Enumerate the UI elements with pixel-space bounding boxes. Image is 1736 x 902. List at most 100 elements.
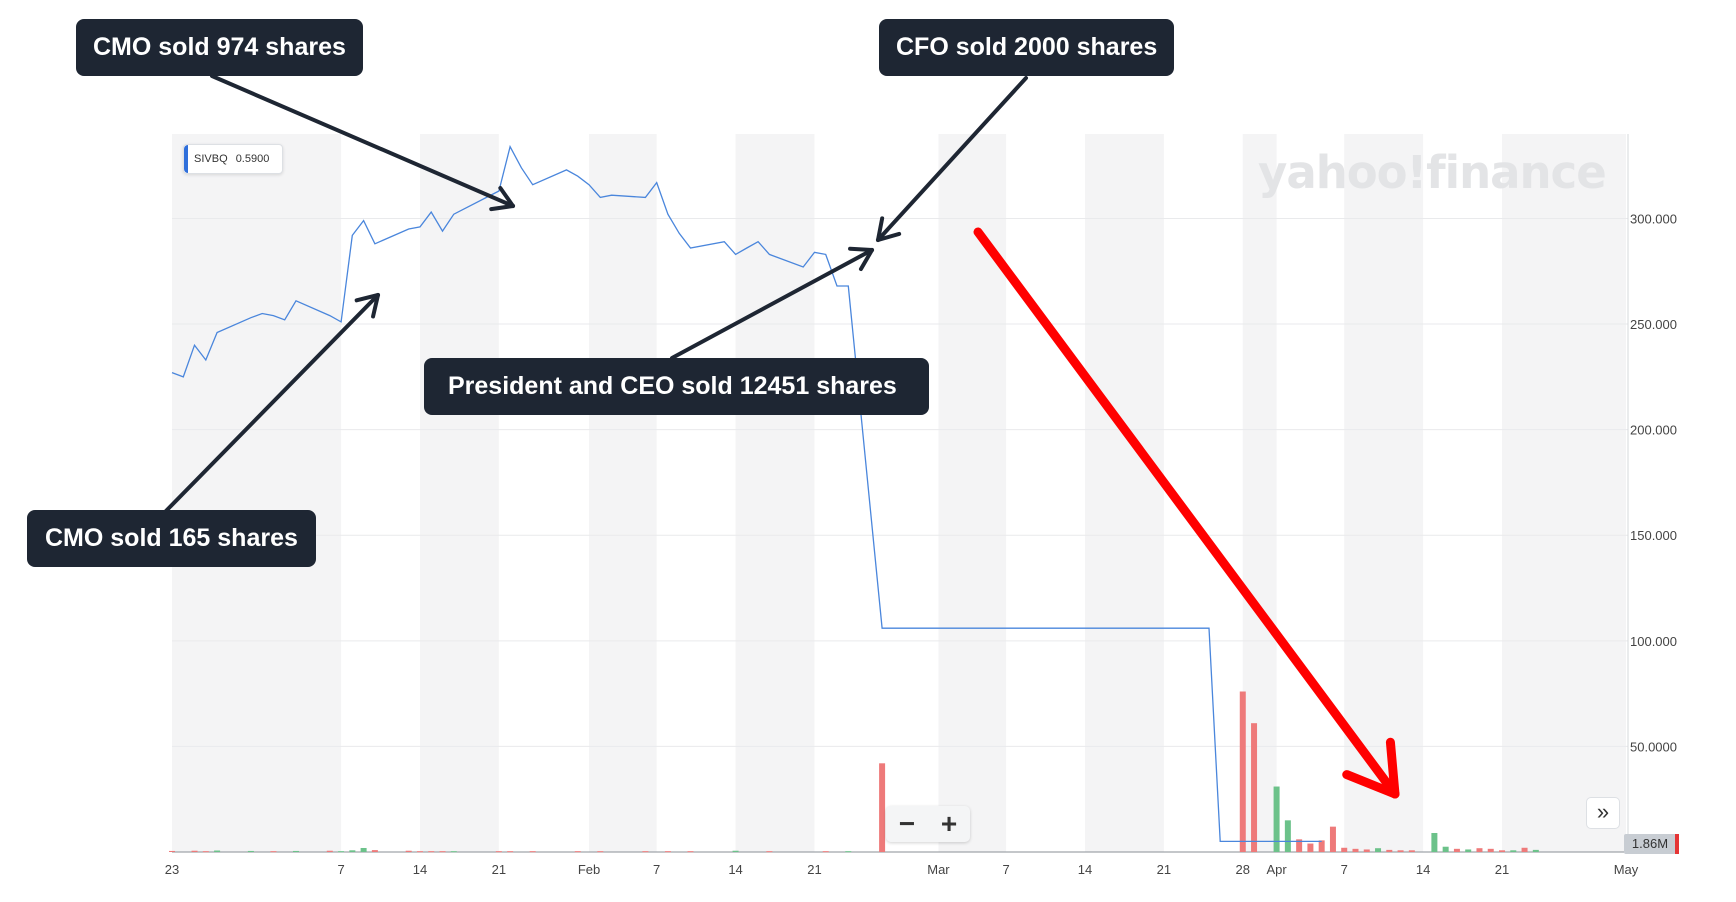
week-band xyxy=(1344,134,1424,852)
volume-bar xyxy=(191,850,198,852)
zoom-in-button[interactable]: + xyxy=(940,808,958,839)
volume-bar xyxy=(1408,850,1415,852)
x-tick-label: 21 xyxy=(492,862,506,877)
volume-bar xyxy=(1284,820,1291,852)
ticker-price: 0.5900 xyxy=(235,153,270,165)
volume-bar xyxy=(1476,848,1483,852)
volume-bar xyxy=(1375,848,1382,852)
volume-bar xyxy=(405,850,412,852)
volume-bar xyxy=(1487,848,1494,852)
volume-bar xyxy=(270,851,277,853)
arrow-shaft xyxy=(876,76,1028,242)
arrow-cmo-165 xyxy=(163,293,380,514)
y-tick-label: 200.000 xyxy=(1630,423,1677,438)
ticker-color-swatch xyxy=(184,145,188,173)
volume-bar xyxy=(1352,848,1359,852)
week-band xyxy=(938,134,1007,852)
volume-bar xyxy=(1499,850,1506,852)
volume-bar xyxy=(1296,839,1303,852)
x-tick-label: 23 xyxy=(165,862,179,877)
y-tick-label: 50.0000 xyxy=(1630,739,1677,754)
price-line-sivbq xyxy=(171,144,1322,843)
x-tick-label: Feb xyxy=(578,862,600,877)
volume-bar xyxy=(1442,846,1449,852)
week-band xyxy=(1502,134,1626,852)
volume-bar xyxy=(574,851,581,853)
arrow-head xyxy=(858,248,874,272)
y-tick-label: 100.000 xyxy=(1630,634,1677,649)
week-band xyxy=(172,134,342,852)
arrow-head xyxy=(848,246,874,252)
volume-bar xyxy=(1465,849,1472,852)
x-tick-label: 7 xyxy=(337,862,344,877)
x-tick-label: 7 xyxy=(653,862,660,877)
volume-bar xyxy=(371,850,378,852)
volume-bar xyxy=(507,851,514,853)
week-band xyxy=(1242,134,1277,852)
callout-ceo-12451: President and CEO sold 12451 shares xyxy=(424,358,929,415)
x-tick-label: 14 xyxy=(1078,862,1092,877)
callout-cmo-974: CMO sold 974 shares xyxy=(76,19,363,76)
volume-bar xyxy=(1386,849,1393,852)
zoom-out-button[interactable]: − xyxy=(898,808,916,839)
x-tick-label: Apr xyxy=(1266,862,1287,877)
arrow-head xyxy=(876,231,902,242)
volume-bar xyxy=(326,850,333,852)
arrow-cfo-2000 xyxy=(876,76,1028,242)
x-tick-label: Mar xyxy=(927,862,950,877)
volume-bar xyxy=(1510,850,1517,852)
volume-bar xyxy=(642,851,649,853)
volume-bar xyxy=(169,850,175,852)
arrow-shaft xyxy=(670,248,874,360)
volume-bar xyxy=(495,851,502,853)
volume-bar xyxy=(822,851,829,853)
callout-cmo-165: CMO sold 165 shares xyxy=(27,510,316,567)
volume-bar xyxy=(338,851,345,853)
volume-bar xyxy=(1521,847,1528,852)
volume-bar xyxy=(597,851,604,853)
x-tick-label: May xyxy=(1614,862,1639,877)
arrow-head xyxy=(489,204,515,212)
ticker-legend[interactable]: SIVBQ 0.5900 xyxy=(183,144,284,174)
volume-bar xyxy=(732,850,739,852)
week-band xyxy=(735,134,815,852)
x-tick-label: 21 xyxy=(1495,862,1509,877)
zoom-controls: − + xyxy=(886,806,970,842)
x-tick-label: 14 xyxy=(728,862,742,877)
y-tick-label: 150.000 xyxy=(1630,528,1677,543)
volume-bar xyxy=(247,850,254,852)
volume-bar xyxy=(1318,840,1325,852)
x-tick-label: 14 xyxy=(413,862,427,877)
y-tick-label: 300.000 xyxy=(1630,211,1677,226)
yahoo-finance-watermark: yahoo!finance xyxy=(1258,146,1607,199)
volume-bar xyxy=(202,851,209,853)
volume-bar xyxy=(1532,849,1539,852)
volume-marker xyxy=(1675,834,1679,854)
volume-bar xyxy=(416,851,423,853)
x-tick-label: 14 xyxy=(1416,862,1430,877)
arrow-cmo-974 xyxy=(210,74,515,212)
arrow-head xyxy=(1385,737,1400,799)
arrow-head xyxy=(876,216,885,242)
volume-bar xyxy=(1273,786,1280,852)
expand-chevrons-icon[interactable]: » xyxy=(1586,797,1620,829)
volume-bar xyxy=(529,851,536,853)
volume-bar xyxy=(766,851,773,853)
y-tick-label: 250.000 xyxy=(1630,317,1677,332)
volume-bar xyxy=(360,847,367,852)
volume-bar xyxy=(845,851,852,853)
arrow-head xyxy=(371,293,380,319)
arrow-shaft xyxy=(210,74,515,208)
volume-bar xyxy=(1453,848,1460,852)
volume-bar xyxy=(1363,849,1370,852)
volume-bar xyxy=(664,851,671,853)
volume-bar xyxy=(349,850,356,852)
volume-bar xyxy=(292,850,299,852)
arrow-ceo-12451 xyxy=(670,246,874,360)
arrow-decline-trend xyxy=(973,227,1400,799)
x-tick-label: 21 xyxy=(807,862,821,877)
volume-bar xyxy=(450,851,457,853)
volume-bar xyxy=(428,851,435,853)
arrow-head xyxy=(498,186,515,208)
